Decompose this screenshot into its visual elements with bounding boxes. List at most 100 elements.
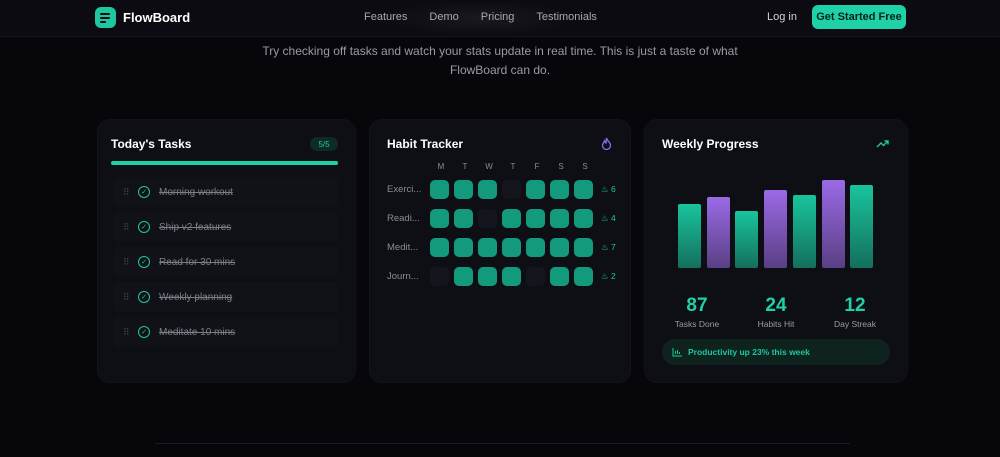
habit-day-toggle[interactable] <box>574 267 593 286</box>
habit-day-toggle[interactable] <box>454 209 473 228</box>
habit-day-toggle[interactable] <box>550 267 569 286</box>
stat-label: Tasks Done <box>674 319 720 329</box>
check-circle-icon[interactable]: ✓ <box>138 256 150 268</box>
stat-label: Habits Hit <box>757 319 795 329</box>
habit-day-toggle[interactable] <box>430 180 449 199</box>
habit-day-toggle[interactable] <box>574 238 593 257</box>
weekday-label: S <box>582 162 588 171</box>
chart-bar <box>735 211 759 268</box>
habit-day-toggle[interactable] <box>550 209 569 228</box>
chart-bar <box>706 197 730 268</box>
habit-day-toggle[interactable] <box>478 267 497 286</box>
weekday-label: W <box>485 162 493 171</box>
stat-block: 87 Tasks Done <box>657 295 737 329</box>
tasks-title: Today's Tasks <box>111 137 192 151</box>
weekly-title: Weekly Progress <box>662 137 759 151</box>
chart-bar <box>764 189 788 268</box>
habit-streak: ♨ 4 <box>601 213 616 224</box>
habit-day-toggle[interactable] <box>502 209 521 228</box>
habit-day-toggle[interactable] <box>430 267 449 286</box>
task-item[interactable]: ⠿ ✓ Meditate 10 mins <box>113 317 338 347</box>
check-circle-icon[interactable]: ✓ <box>138 326 150 338</box>
habit-day-toggle[interactable] <box>430 238 449 257</box>
habit-tracker-card: Habit Tracker M T W T F S S Exerci... ♨ 6 Readi.… <box>370 120 630 382</box>
nav-link-pricing[interactable]: Pricing <box>480 11 515 23</box>
habit-day-toggle[interactable] <box>454 180 473 199</box>
task-label: Weekly planning <box>159 291 233 303</box>
habit-day-toggle[interactable] <box>430 209 449 228</box>
habit-day-toggle[interactable] <box>574 180 593 199</box>
habit-day-toggle[interactable] <box>478 180 497 199</box>
task-label: Read for 30 mins <box>159 256 236 268</box>
task-item[interactable]: ⠿ ✓ Ship v2 features <box>113 212 338 242</box>
weekday-label: F <box>534 162 540 171</box>
habit-row: Readi... ♨ 4 <box>387 209 616 228</box>
habit-day-toggle[interactable] <box>550 238 569 257</box>
habit-day-toggle[interactable] <box>478 209 497 228</box>
habit-day-toggle[interactable] <box>526 238 545 257</box>
task-item[interactable]: ⠿ ✓ Weekly planning <box>113 282 338 312</box>
productivity-text: Productivity up 23% this week <box>688 347 810 357</box>
nav-link-features[interactable]: Features <box>364 11 408 23</box>
drag-handle-icon[interactable]: ⠿ <box>123 256 130 267</box>
task-item[interactable]: ⠿ ✓ Morning workout <box>113 177 338 207</box>
chart-bar <box>850 184 874 268</box>
habit-day-toggle[interactable] <box>454 238 473 257</box>
stat-block: 24 Habits Hit <box>736 295 816 329</box>
drag-handle-icon[interactable]: ⠿ <box>123 221 130 232</box>
stat-value: 24 <box>765 295 787 316</box>
flame-icon: ♨ <box>601 242 609 252</box>
flame-icon: ♨ <box>601 213 609 223</box>
nav-link-testimonials[interactable]: Testimonials <box>536 11 597 23</box>
drag-handle-icon[interactable]: ⠿ <box>123 291 130 302</box>
streak-count: 2 <box>611 271 616 281</box>
section-divider <box>155 443 850 444</box>
habit-day-toggle[interactable] <box>574 209 593 228</box>
habit-name: Journ... <box>387 271 419 282</box>
habit-streak: ♨ 7 <box>601 242 616 253</box>
habit-title: Habit Tracker <box>387 137 464 151</box>
nav-link-demo[interactable]: Demo <box>429 11 459 23</box>
trending-up-icon <box>876 140 889 148</box>
check-circle-icon[interactable]: ✓ <box>138 186 150 198</box>
chart-bar <box>792 194 816 268</box>
streak-count: 6 <box>611 184 616 194</box>
weekday-label: T <box>510 162 516 171</box>
stat-value: 87 <box>686 295 708 316</box>
get-started-button[interactable]: Get Started Free <box>812 5 906 29</box>
habit-day-toggle[interactable] <box>454 267 473 286</box>
tasks-progress-fill <box>111 161 338 165</box>
nav-glow <box>380 0 580 37</box>
drag-handle-icon[interactable]: ⠿ <box>123 186 130 197</box>
weekday-label: T <box>462 162 468 171</box>
flame-icon: ♨ <box>601 271 609 281</box>
habit-day-toggle[interactable] <box>526 180 545 199</box>
habit-day-toggle[interactable] <box>550 180 569 199</box>
weekly-progress-card: Weekly Progress 87 Tasks Done 24 Habits Hit… <box>645 120 907 382</box>
login-link[interactable]: Log in <box>767 11 797 23</box>
drag-handle-icon[interactable]: ⠿ <box>123 326 130 337</box>
habit-day-toggle[interactable] <box>478 238 497 257</box>
habit-day-toggle[interactable] <box>502 180 521 199</box>
streak-count: 4 <box>611 213 616 223</box>
check-circle-icon[interactable]: ✓ <box>138 221 150 233</box>
habit-day-toggle[interactable] <box>526 209 545 228</box>
habit-day-toggle[interactable] <box>502 238 521 257</box>
check-circle-icon[interactable]: ✓ <box>138 291 150 303</box>
habit-name: Exerci... <box>387 184 422 195</box>
demo-subtitle: Try checking off tasks and watch your st… <box>262 44 738 77</box>
brand-logo[interactable]: FlowBoard <box>95 7 190 28</box>
brand-name: FlowBoard <box>123 10 191 25</box>
stat-value: 12 <box>844 295 866 316</box>
chart-bar <box>678 204 701 268</box>
tasks-card: Today's Tasks 5/5 ⠿ ✓ Morning workout ⠿ ✓ Shi… <box>98 120 355 382</box>
streak-count: 7 <box>611 242 616 252</box>
tasks-progress-bar <box>111 161 338 165</box>
task-item[interactable]: ⠿ ✓ Read for 30 mins <box>113 247 338 277</box>
bar-chart-icon <box>672 347 682 356</box>
habit-day-toggle[interactable] <box>526 267 545 286</box>
chart-bar <box>821 179 845 268</box>
habit-name: Medit... <box>387 242 419 253</box>
habit-day-toggle[interactable] <box>502 267 521 286</box>
top-nav: FlowBoard Features Demo Pricing Testimon… <box>0 0 1000 37</box>
